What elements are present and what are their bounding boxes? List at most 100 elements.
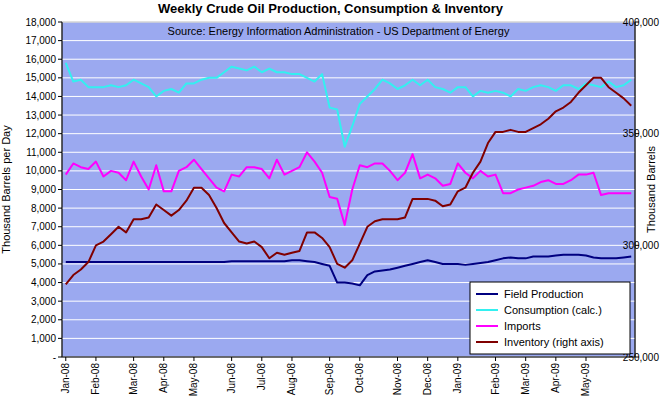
tick-mark — [58, 22, 62, 23]
chart: - 1,000 2,000 3,000 4,000 5,000 6,000 7,000 8,00… — [0, 0, 661, 403]
x-tick-label: Mar-08 — [128, 363, 139, 395]
y-tick-label: 2,000 — [31, 314, 56, 325]
tick-mark — [397, 357, 398, 361]
y-tick-label: 8,000 — [31, 203, 56, 214]
legend-label: Consumption (calc.) — [504, 304, 602, 316]
y-tick-label: 13,000 — [25, 110, 56, 121]
tick-mark — [58, 301, 62, 302]
tick-mark — [525, 357, 526, 361]
x-tick-label: Sep-08 — [324, 363, 335, 396]
y2-tick-label: 400,000 — [623, 17, 660, 28]
y-axis — [62, 22, 63, 357]
y-tick-label: 14,000 — [25, 91, 56, 102]
tick-mark — [58, 319, 62, 320]
y2-axis-title: Thousand Barrels — [645, 146, 657, 233]
tick-mark — [359, 357, 360, 361]
grid-line — [62, 22, 635, 23]
legend-box — [470, 282, 630, 354]
grid-line — [62, 357, 635, 358]
tick-mark — [329, 357, 330, 361]
x-tick-label: Oct-08 — [354, 363, 365, 393]
tick-mark — [58, 40, 62, 41]
legend-label: Imports — [504, 320, 541, 332]
x-tick-label: Jan-08 — [60, 363, 71, 394]
tick-mark — [133, 357, 134, 361]
tick-mark — [555, 357, 556, 361]
y-tick-label: 18,000 — [25, 17, 56, 28]
y-tick-label: 17,000 — [25, 35, 56, 46]
legend-swatch — [476, 309, 498, 311]
y2-axis — [635, 22, 636, 357]
x-tick-label: Jun-08 — [226, 363, 237, 394]
tick-mark — [495, 357, 496, 361]
legend-label: Inventory (right axis) — [504, 336, 604, 348]
tick-mark — [58, 226, 62, 227]
x-tick-label: Aug-08 — [286, 363, 297, 396]
tick-mark — [457, 357, 458, 361]
legend-swatch — [476, 325, 498, 327]
grid-line — [62, 170, 635, 171]
grid-line — [62, 40, 635, 41]
tick-mark — [231, 357, 232, 361]
tick-mark — [58, 96, 62, 97]
tick-mark — [58, 245, 62, 246]
series-line — [66, 255, 631, 286]
y-tick-label: 1,000 — [31, 333, 56, 344]
grid-line — [62, 152, 635, 153]
y-axis-title: Thousand Barrels per Day — [0, 125, 12, 254]
y-tick-label: - — [53, 352, 56, 363]
title: Weekly Crude Oil Production, Consumption… — [158, 1, 504, 16]
grid-line — [62, 59, 635, 60]
tick-mark — [58, 208, 62, 209]
tick-mark — [427, 357, 428, 361]
grid-line — [62, 77, 635, 78]
grid-line — [62, 226, 635, 227]
grid-line — [62, 96, 635, 97]
x-tick-label: May-08 — [188, 363, 199, 397]
tick-mark — [58, 282, 62, 283]
x-tick-label: Jul-08 — [256, 363, 267, 391]
y-tick-label: 3,000 — [31, 296, 56, 307]
y-tick-label: 6,000 — [31, 240, 56, 251]
grid-line — [62, 245, 635, 246]
x-axis — [62, 357, 635, 358]
tick-mark — [65, 357, 66, 361]
x-tick-label: Dec-08 — [422, 363, 433, 396]
tick-mark — [163, 357, 164, 361]
tick-mark — [58, 357, 62, 358]
subtitle: Source: Energy Information Administratio… — [168, 25, 510, 37]
y-tick-label: 5,000 — [31, 258, 56, 269]
y-tick-label: 15,000 — [25, 72, 56, 83]
tick-mark — [58, 263, 62, 264]
grid-line — [62, 115, 635, 116]
x-tick-label: Apr-09 — [550, 363, 561, 393]
tick-mark — [58, 59, 62, 60]
x-tick-label: Mar-09 — [520, 363, 531, 395]
y-tick-label: 10,000 — [25, 165, 56, 176]
series-group — [66, 63, 631, 285]
tick-mark — [261, 357, 262, 361]
tick-mark — [58, 170, 62, 171]
x-tick-label: Feb-08 — [90, 363, 101, 395]
tick-mark — [291, 357, 292, 361]
x-tick-label: Nov-08 — [392, 363, 403, 396]
legend-swatch — [476, 293, 498, 295]
x-tick-label: May-09 — [580, 363, 591, 397]
tick-mark — [193, 357, 194, 361]
tick-mark — [58, 338, 62, 339]
y-tick-label: 16,000 — [25, 54, 56, 65]
legend-swatch — [476, 341, 498, 343]
x-tick-label: Jan-09 — [452, 363, 463, 394]
y-tick-label: 4,000 — [31, 277, 56, 288]
tick-mark — [58, 133, 62, 134]
series-line — [66, 63, 631, 147]
y-tick-label: 7,000 — [31, 221, 56, 232]
tick-mark — [58, 152, 62, 153]
plot-area — [62, 22, 635, 357]
x-tick-label: Feb-09 — [490, 363, 501, 395]
y2-tick-label: 300,000 — [623, 240, 660, 251]
y-tick-label: 9,000 — [31, 184, 56, 195]
x-tick-label: Apr-08 — [158, 363, 169, 393]
tick-mark — [58, 77, 62, 78]
tick-mark — [58, 115, 62, 116]
